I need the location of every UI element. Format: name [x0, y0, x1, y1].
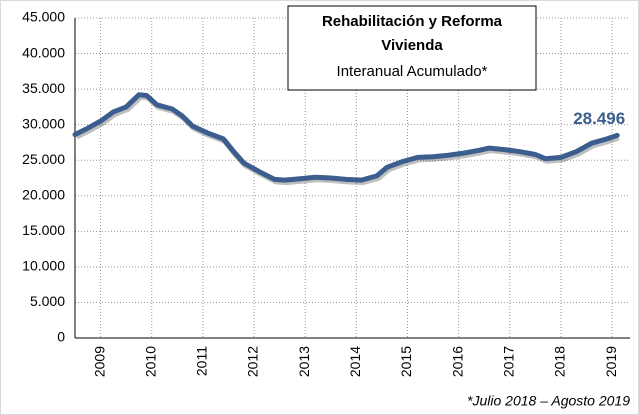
y-tick-label: 40.000 — [22, 44, 65, 60]
chart-subtitle: Interanual Acumulado* — [337, 63, 488, 80]
x-tick-label: 2016 — [449, 346, 465, 377]
x-tick-label: 2010 — [142, 346, 158, 377]
line — [72, 92, 620, 183]
x-tick-label: 2014 — [347, 346, 363, 377]
y-tick-label: 45.000 — [22, 9, 65, 25]
y-tick-label: 30.000 — [22, 115, 65, 131]
x-tick-label: 2019 — [603, 346, 619, 377]
y-tick-label: 25.000 — [22, 151, 65, 167]
title-box — [287, 5, 537, 91]
y-tick-label: 10.000 — [22, 258, 65, 274]
y-tick-label: 15.000 — [22, 222, 65, 238]
value-label: 28.496 — [573, 109, 625, 128]
chart-title: Vivienda — [381, 37, 443, 54]
x-tick-label: 2013 — [296, 346, 312, 377]
y-tick-label: 0 — [57, 329, 65, 345]
x-tick-label: 2017 — [500, 346, 516, 377]
grid: 0 5.000 10.000 15.000 20.000 25.000 30.000 35.0… — [22, 9, 630, 377]
x-tick-label: 2018 — [552, 346, 568, 377]
footnote: *Julio 2018 – Agosto 2019 — [467, 393, 630, 409]
y-tick-label: 5.000 — [30, 293, 65, 309]
x-tick-label: 2009 — [91, 346, 107, 377]
chart-title: Rehabilitación y Reforma — [322, 13, 503, 30]
x-tick-label: 2015 — [398, 346, 414, 377]
y-tick-label: 20.000 — [22, 186, 65, 202]
y-tick-label: 35.000 — [22, 80, 65, 96]
x-tick-label: 2012 — [245, 346, 261, 377]
x-tick-label: 2011 — [194, 346, 210, 376]
marks: 28.496 — [72, 92, 625, 186]
